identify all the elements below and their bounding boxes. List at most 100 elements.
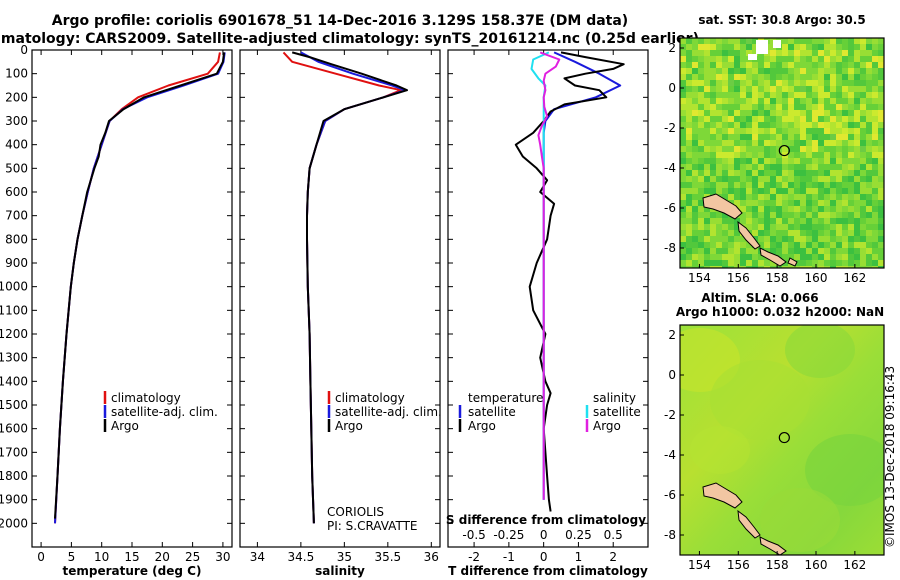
sst-cell	[860, 230, 866, 236]
sst-cell	[758, 158, 764, 164]
sst-cell	[746, 62, 752, 68]
sst-cell	[746, 86, 752, 92]
sst-cell	[800, 38, 806, 44]
sst-cell	[806, 194, 812, 200]
sst-cell	[686, 230, 692, 236]
sst-cell	[740, 92, 746, 98]
sst-cell	[776, 86, 782, 92]
sst-cell	[728, 182, 734, 188]
sst-cell	[692, 116, 698, 122]
sst-cell	[728, 164, 734, 170]
sst-cell	[878, 170, 884, 176]
sst-land-bougainville	[737, 220, 761, 250]
sst-cell	[698, 188, 704, 194]
sst-cell	[812, 248, 818, 254]
sst-cell	[794, 164, 800, 170]
sst-cell	[860, 80, 866, 86]
sst-cell	[758, 206, 764, 212]
sst-cell	[842, 254, 848, 260]
sst-cell	[830, 74, 836, 80]
temperature-axis-label: temperature (deg C)	[63, 564, 202, 578]
sst-cell	[842, 242, 848, 248]
sst-cell	[680, 62, 686, 68]
sst-cell	[680, 146, 686, 152]
sst-land-solomons	[759, 247, 787, 267]
sst-cell	[866, 164, 872, 170]
sst-cell	[746, 50, 752, 56]
difference-panel-frame	[447, 49, 649, 548]
sst-cell	[824, 122, 830, 128]
sst-cell	[794, 38, 800, 44]
sst-cell	[746, 260, 752, 266]
sst-cell	[836, 158, 842, 164]
map-y-tick-label: 2	[668, 328, 676, 342]
sst-cell	[704, 74, 710, 80]
sst-cell	[842, 80, 848, 86]
sst-cell	[794, 44, 800, 50]
sst-cell	[764, 230, 770, 236]
sst-cell	[836, 104, 842, 110]
sst-cell	[704, 146, 710, 152]
sst-cell	[752, 260, 758, 266]
sst-cell	[698, 134, 704, 140]
sst-cell	[734, 254, 740, 260]
y-tick-label: 1900	[0, 493, 28, 507]
sst-cell	[698, 158, 704, 164]
sst-cell	[704, 62, 710, 68]
sst-cell	[878, 236, 884, 242]
sst-cell	[860, 44, 866, 50]
sst-cell	[842, 170, 848, 176]
sst-cell	[770, 104, 776, 110]
sst-cell	[782, 200, 788, 206]
sst-cell	[854, 194, 860, 200]
sst-cell	[782, 242, 788, 248]
sst-cell	[698, 242, 704, 248]
sst-cell	[848, 122, 854, 128]
y-tick-label: 1500	[0, 398, 28, 412]
sst-cell	[800, 80, 806, 86]
sst-cell	[818, 206, 824, 212]
sst-cell	[854, 86, 860, 92]
sst-cell	[818, 188, 824, 194]
sst-cell	[734, 146, 740, 152]
sst-cell	[734, 116, 740, 122]
sst-cell	[698, 248, 704, 254]
sst-cell	[878, 176, 884, 182]
sst-cell	[686, 146, 692, 152]
sst-cell	[854, 38, 860, 44]
sst-cell	[836, 242, 842, 248]
sst-cell	[734, 134, 740, 140]
sst-cell	[728, 92, 734, 98]
sst-cell	[692, 254, 698, 260]
sst-cell	[824, 38, 830, 44]
sst-cell	[860, 110, 866, 116]
sst-cell	[692, 50, 698, 56]
sst-cell	[842, 68, 848, 74]
sst-cell	[692, 86, 698, 92]
y-tick-label: 1100	[0, 303, 28, 317]
map-y-tick-label: -6	[664, 488, 676, 502]
sst-cell	[740, 266, 746, 268]
sst-cell	[800, 50, 806, 56]
sst-cell	[830, 116, 836, 122]
y-tick-label: 0	[20, 43, 28, 57]
sst-cell	[878, 164, 884, 170]
sst-cell	[758, 92, 764, 98]
sst-cell	[758, 140, 764, 146]
sst-cell	[698, 80, 704, 86]
sla-land-bougainville	[737, 509, 761, 539]
sst-cell	[782, 194, 788, 200]
sst-cell	[866, 104, 872, 110]
sst-cell	[722, 116, 728, 122]
sst-cell	[872, 224, 878, 230]
series-line-difference-s-argo	[537, 51, 561, 500]
sst-cell	[728, 236, 734, 242]
sst-cell	[806, 164, 812, 170]
sst-cell	[878, 140, 884, 146]
sst-cell	[776, 200, 782, 206]
sst-cell	[716, 140, 722, 146]
sst-cell	[698, 98, 704, 104]
sst-cell	[764, 80, 770, 86]
x-tick-label: 2	[609, 550, 617, 564]
sst-cell	[872, 50, 878, 56]
